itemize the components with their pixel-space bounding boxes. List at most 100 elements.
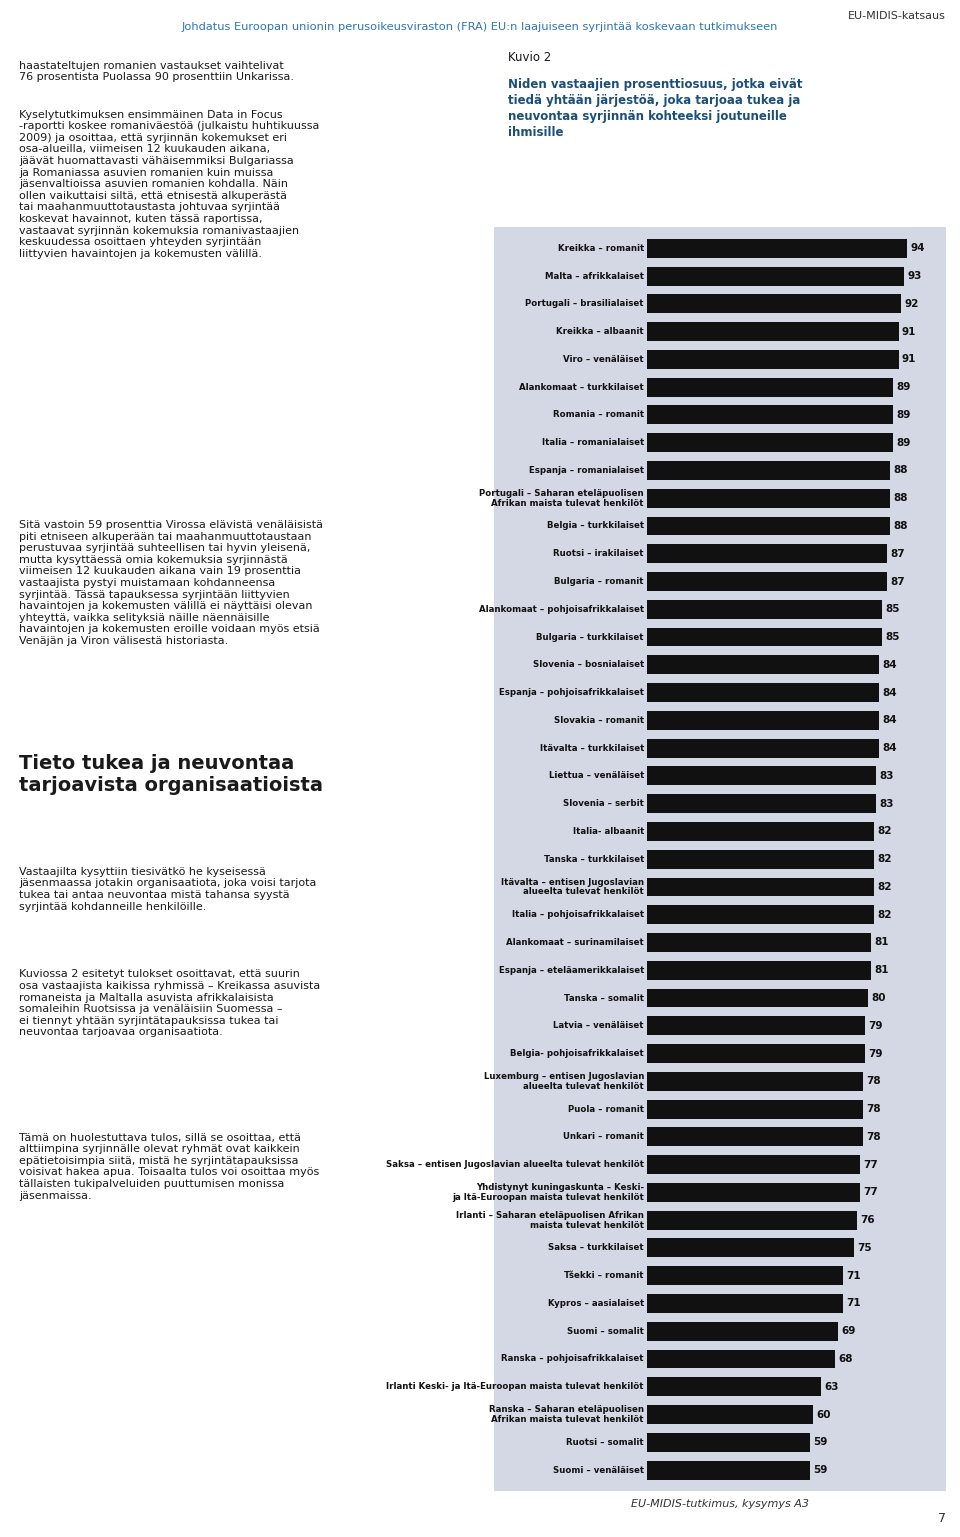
- Text: 88: 88: [894, 521, 908, 530]
- Text: 77: 77: [863, 1188, 877, 1197]
- Bar: [647, 1377, 821, 1396]
- Text: Saksa – entisen Jugoslavian alueelta tulevat henkilöt: Saksa – entisen Jugoslavian alueelta tul…: [386, 1160, 644, 1170]
- Text: 84: 84: [882, 742, 897, 753]
- Text: Suomi – venäläiset: Suomi – venäläiset: [553, 1466, 644, 1474]
- Text: Alankomaat – pohjoisafrikkalaiset: Alankomaat – pohjoisafrikkalaiset: [479, 604, 644, 613]
- Bar: [647, 627, 882, 647]
- Text: 87: 87: [891, 576, 905, 587]
- Text: Johdatus Euroopan unionin perusoikeusviraston (FRA) EU:n laajuiseen syrjintää ko: Johdatus Euroopan unionin perusoikeusvir…: [181, 22, 779, 32]
- Text: 93: 93: [907, 271, 922, 281]
- Text: Unkari – romanit: Unkari – romanit: [563, 1133, 644, 1142]
- Bar: [647, 1156, 860, 1174]
- Text: Tanska – turkkilaiset: Tanska – turkkilaiset: [543, 855, 644, 864]
- Text: 83: 83: [879, 799, 894, 808]
- Bar: [647, 1099, 862, 1119]
- Text: haastateltujen romanien vastaukset vaihtelivat
76 prosentista Puolassa 90 prosen: haastateltujen romanien vastaukset vaiht…: [19, 60, 294, 81]
- Text: 89: 89: [897, 383, 911, 392]
- Text: Liettua – venäläiset: Liettua – venäläiset: [548, 772, 644, 781]
- Text: Puola – romanit: Puola – romanit: [568, 1105, 644, 1114]
- Text: 91: 91: [901, 355, 916, 364]
- Bar: [647, 933, 871, 951]
- Text: Italia – pohjoisafrikkalaiset: Italia – pohjoisafrikkalaiset: [512, 910, 644, 919]
- Text: 78: 78: [866, 1131, 880, 1142]
- Text: Kreikka – albaanit: Kreikka – albaanit: [556, 327, 644, 337]
- Text: 94: 94: [910, 243, 924, 254]
- Text: Irlanti Keski- ja Itä-Euroopan maista tulevat henkilöt: Irlanti Keski- ja Itä-Euroopan maista tu…: [386, 1382, 644, 1391]
- Text: 59: 59: [813, 1465, 828, 1476]
- Text: Malta – afrikkalaiset: Malta – afrikkalaiset: [545, 272, 644, 281]
- Text: Ruotsi – irakilaiset: Ruotsi – irakilaiset: [553, 549, 644, 558]
- Text: 63: 63: [825, 1382, 839, 1393]
- Bar: [647, 1294, 843, 1313]
- Text: Suomi – somalit: Suomi – somalit: [567, 1326, 644, 1336]
- Bar: [647, 1211, 857, 1230]
- Text: 68: 68: [838, 1354, 852, 1363]
- Text: Alankomaat – turkkilaiset: Alankomaat – turkkilaiset: [519, 383, 644, 392]
- Text: Belgia- pohjoisafrikkalaiset: Belgia- pohjoisafrikkalaiset: [510, 1050, 644, 1057]
- Text: Viro – venäläiset: Viro – venäläiset: [564, 355, 644, 364]
- Text: Kypros – aasialaiset: Kypros – aasialaiset: [547, 1299, 644, 1308]
- Text: Saksa – turkkilaiset: Saksa – turkkilaiset: [548, 1243, 644, 1253]
- Bar: [647, 1266, 843, 1285]
- Text: 81: 81: [875, 938, 889, 947]
- Bar: [647, 1183, 860, 1202]
- Bar: [647, 767, 876, 785]
- Text: Alankomaat – surinamilaiset: Alankomaat – surinamilaiset: [506, 938, 644, 947]
- Text: 85: 85: [885, 632, 900, 642]
- Text: 87: 87: [891, 549, 905, 559]
- Text: 89: 89: [897, 410, 911, 420]
- Text: Espanja – romanialaiset: Espanja – romanialaiset: [529, 466, 644, 475]
- Text: 75: 75: [857, 1243, 873, 1253]
- Text: 76: 76: [860, 1216, 875, 1225]
- Bar: [647, 878, 874, 896]
- Text: 7: 7: [938, 1512, 946, 1525]
- Text: Itävalta – entisen Jugoslavian
alueelta tulevat henkilöt: Itävalta – entisen Jugoslavian alueelta …: [501, 878, 644, 896]
- Text: 59: 59: [813, 1437, 828, 1448]
- Text: Slovenia – serbit: Slovenia – serbit: [563, 799, 644, 808]
- Bar: [647, 655, 879, 675]
- Bar: [647, 1460, 810, 1480]
- Text: Italia- albaanit: Italia- albaanit: [572, 827, 644, 836]
- Bar: [647, 1128, 862, 1147]
- Text: Portugali – Saharan eteläpuolisen
Afrikan maista tulevat henkilöt: Portugali – Saharan eteläpuolisen Afrika…: [479, 489, 644, 507]
- Text: 84: 84: [882, 715, 897, 725]
- Text: Ranska – Saharan eteläpuolisen
Afrikan maista tulevat henkilöt: Ranska – Saharan eteläpuolisen Afrikan m…: [489, 1405, 644, 1423]
- Bar: [647, 544, 887, 563]
- Bar: [647, 1349, 835, 1368]
- Bar: [647, 378, 893, 397]
- Bar: [647, 1044, 865, 1064]
- Bar: [647, 489, 890, 507]
- Bar: [647, 795, 876, 813]
- Text: 80: 80: [872, 993, 886, 1004]
- Text: 82: 82: [876, 882, 892, 891]
- Text: 88: 88: [894, 466, 908, 475]
- Bar: [647, 266, 904, 286]
- Text: Niden vastaajien prosenttiosuus, jotka eivät
tiedä yhtään järjestöä, joka tarjoa: Niden vastaajien prosenttiosuus, jotka e…: [508, 78, 803, 138]
- Text: 84: 84: [882, 659, 897, 670]
- Text: 78: 78: [866, 1076, 880, 1087]
- Bar: [647, 961, 871, 979]
- Text: Ranska – pohjoisafrikkalaiset: Ranska – pohjoisafrikkalaiset: [501, 1354, 644, 1363]
- Bar: [647, 599, 882, 619]
- Text: Belgia – turkkilaiset: Belgia – turkkilaiset: [547, 521, 644, 530]
- Text: Slovenia – bosnialaiset: Slovenia – bosnialaiset: [533, 661, 644, 669]
- Bar: [647, 323, 899, 341]
- Text: 82: 82: [876, 855, 892, 864]
- Text: Espanja – eteläamerikkalaiset: Espanja – eteläamerikkalaiset: [498, 965, 644, 974]
- Bar: [647, 988, 868, 1007]
- Text: Kyselytutkimuksen ensimmäinen Data in Focus
-raportti koskee romaniväestöä (julk: Kyselytutkimuksen ensimmäinen Data in Fo…: [19, 109, 320, 258]
- Text: 71: 71: [847, 1299, 861, 1308]
- Bar: [647, 295, 901, 314]
- Text: Vastaajilta kysyttiin tiesivätkö he kyseisessä
jäsenmaassa jotakin organisaatiot: Vastaajilta kysyttiin tiesivätkö he kyse…: [19, 867, 317, 911]
- Text: Tšekki – romanit: Tšekki – romanit: [564, 1271, 644, 1280]
- Text: 82: 82: [876, 910, 892, 919]
- Text: Tämä on huolestuttava tulos, sillä se osoittaa, että
alttiimpina syrjinnälle ole: Tämä on huolestuttava tulos, sillä se os…: [19, 1133, 320, 1200]
- Text: Kuvio 2: Kuvio 2: [508, 51, 551, 63]
- Text: 88: 88: [894, 493, 908, 503]
- Text: 84: 84: [882, 687, 897, 698]
- Text: 79: 79: [869, 1048, 883, 1059]
- Bar: [647, 516, 890, 535]
- Text: Italia – romanialaiset: Italia – romanialaiset: [541, 438, 644, 447]
- Text: Kuviossa 2 esitetyt tulokset osoittavat, että suurin
osa vastaajista kaikissa ry: Kuviossa 2 esitetyt tulokset osoittavat,…: [19, 970, 321, 1037]
- Bar: [647, 350, 899, 369]
